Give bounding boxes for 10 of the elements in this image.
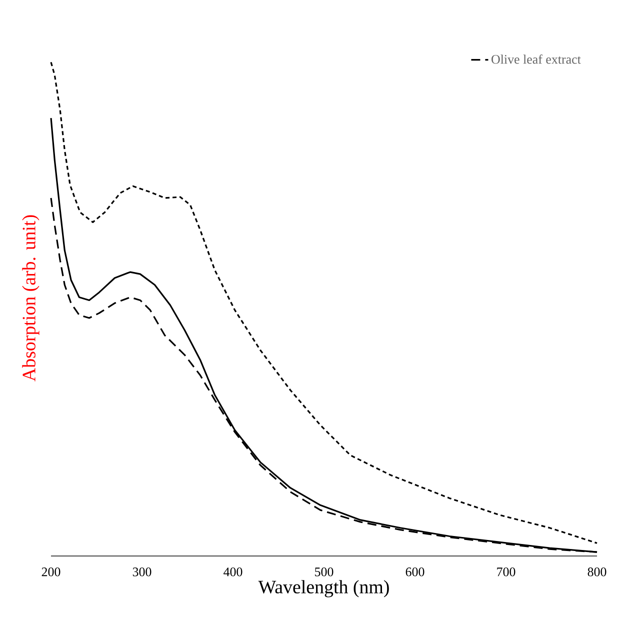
x-tick-label: 400 xyxy=(224,568,242,576)
x-tick-label: 200 xyxy=(42,568,60,576)
x-tick-label: 700 xyxy=(497,568,516,576)
x-tick-label: 600 xyxy=(406,568,424,576)
x-tick-label: 300 xyxy=(132,568,152,576)
x-axis-title: Wavelength (nm) xyxy=(258,580,389,598)
x-tick-label: 800 xyxy=(588,568,606,576)
legend-label: Olive leaf extract xyxy=(492,54,581,64)
y-axis-title: Absorption (arb. unit) xyxy=(22,215,40,382)
x-tick-label: 500 xyxy=(315,568,334,576)
